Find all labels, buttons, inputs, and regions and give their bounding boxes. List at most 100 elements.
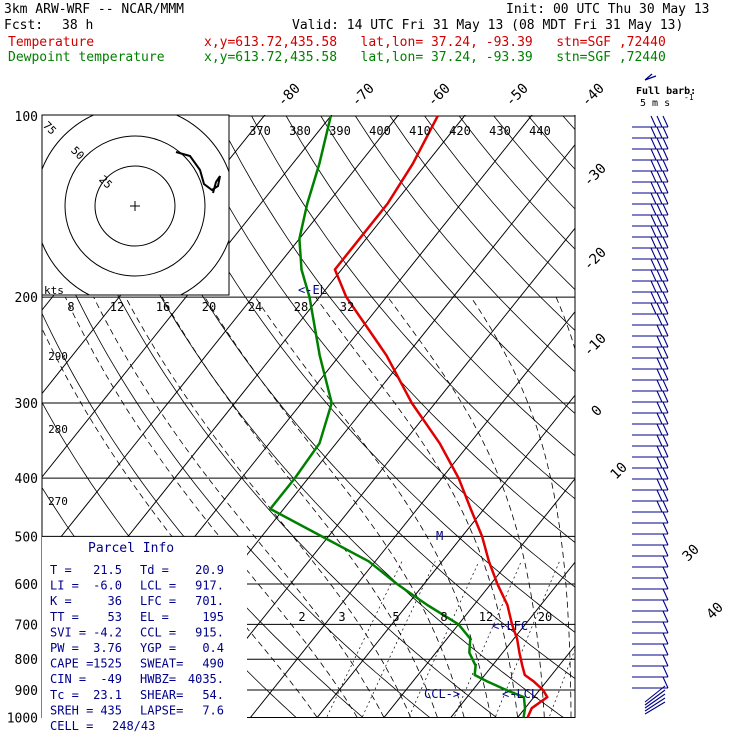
- isotherm-label: 30: [680, 542, 703, 565]
- pressure-tick-label: 800: [15, 653, 38, 668]
- pressure-tick-label: 400: [15, 472, 38, 487]
- wind-barb-flag: [656, 390, 663, 403]
- wind-barb-flag: [656, 412, 663, 425]
- isotherm-line: [641, 88, 740, 730]
- isotherm-label: 10: [608, 460, 631, 483]
- parcel-param-label: HWBZ=: [140, 672, 176, 686]
- dry-adiabat-line: [355, 115, 575, 373]
- pressure-tick-label: 300: [15, 397, 38, 412]
- pressure-tick-label: 1000: [7, 712, 38, 727]
- wind-barb-flag: [656, 357, 663, 370]
- wind-barb-low: [644, 697, 666, 712]
- wind-barb-flag: [650, 302, 657, 315]
- wind-barb: [632, 412, 669, 425]
- wind-barb-flag: [656, 192, 663, 205]
- wind-barb-flag: [656, 236, 663, 249]
- wind-barb-flag: [650, 236, 657, 249]
- wind-barb-flag: [662, 115, 669, 128]
- dry-adiabat-line: [42, 216, 432, 718]
- isotherm-label: -70: [349, 81, 378, 110]
- wind-barb-low: [644, 701, 666, 715]
- parcel-param-label: PW =: [50, 641, 79, 655]
- speed-tick-label: 16: [156, 300, 170, 314]
- dewpoint-location: x,y=613.72,435.58 lat,lon= 37.24, -93.39…: [204, 50, 666, 65]
- wind-barb: [632, 236, 669, 249]
- wind-barb-flag: [656, 269, 663, 282]
- isotherm-line: [182, 227, 575, 718]
- parcel-param-label: YGP =: [140, 641, 176, 655]
- isotherm-label: -20: [581, 245, 610, 274]
- wind-barb-flag: [656, 291, 663, 304]
- dry-adiabat-line: [528, 115, 575, 170]
- wind-barb-flag: [650, 148, 657, 161]
- wind-barb-flag: [650, 137, 657, 150]
- parcel-param-value: 54.: [202, 688, 224, 702]
- freezing-level-marker: M: [436, 529, 443, 543]
- parcel-param-label: CAPE =: [50, 657, 93, 671]
- wind-barb-flag: [662, 621, 669, 634]
- mixing-ratio-line: [548, 648, 575, 718]
- parcel-param-value: 701.: [195, 594, 224, 608]
- wind-barb: [632, 555, 669, 568]
- parcel-param-label: CIN =: [50, 672, 86, 686]
- dry-adiabat-line: [43, 115, 498, 718]
- moist-adiabat-line: [125, 296, 412, 718]
- wind-barb-flag: [656, 445, 663, 458]
- wind-barb-flag: [662, 258, 669, 271]
- parcel-param-label: K =: [50, 594, 72, 608]
- wind-barb: [632, 610, 669, 623]
- wind-barb: [632, 280, 669, 293]
- speed-tick-label: 8: [67, 300, 74, 314]
- wind-barb-flag: [662, 632, 669, 645]
- wind-barb-flag: [662, 654, 669, 667]
- wind-barb-flag: [650, 159, 657, 172]
- isotherm-line: [42, 115, 400, 562]
- wind-barb-flag: [656, 225, 663, 238]
- isotherm-label: 0: [589, 403, 606, 420]
- wind-key-value: 5 m s: [640, 98, 670, 109]
- dewpoint-trace: [269, 115, 527, 718]
- wind-barb: [632, 522, 669, 535]
- dry-adiabat-line: [598, 116, 740, 730]
- wind-barb-flag: [650, 225, 657, 238]
- wind-barb-flag: [662, 346, 669, 359]
- isotherm-label: -30: [581, 161, 610, 190]
- wind-barb: [632, 654, 669, 667]
- wind-barb-flag: [662, 170, 669, 183]
- wind-barb-flag: [662, 500, 669, 513]
- theta-e-label: 410: [409, 124, 431, 138]
- lfc-annotation: <-LFC: [492, 619, 528, 633]
- parcel-param-label: SREH =: [50, 703, 93, 717]
- wind-barb-flag: [662, 511, 669, 524]
- wind-barb-low: [644, 685, 666, 703]
- wind-barb: [632, 456, 669, 469]
- dry-adiabat-line: [632, 116, 740, 730]
- speed-tick-label: 20: [202, 300, 216, 314]
- wind-barb: [632, 599, 669, 612]
- wind-barb: [632, 533, 669, 546]
- wind-barb: [632, 181, 669, 194]
- wind-barb: [632, 478, 669, 491]
- parcel-param-value: 20.9: [195, 563, 224, 577]
- theta-e-label: 430: [489, 124, 511, 138]
- wind-barb-flag: [656, 181, 663, 194]
- mixing-ratio-line: [361, 561, 436, 718]
- parcel-param-value: 490: [202, 657, 224, 671]
- wind-barb-flag: [656, 313, 663, 326]
- wind-barb-flag: [662, 544, 669, 557]
- pressure-tick-label: 100: [15, 110, 38, 125]
- wind-barb-flag: [662, 588, 669, 601]
- wind-barb-flag: [662, 203, 669, 216]
- isotherm-line: [708, 88, 740, 730]
- mixing-ratio-line: [326, 561, 403, 718]
- wind-barb-flag: [662, 555, 669, 568]
- pressure-tick-label: 600: [15, 578, 38, 593]
- wind-barb-flag: [662, 423, 669, 436]
- wind-barb-flag: [662, 126, 669, 139]
- wind-barb-flag: [656, 434, 663, 447]
- wind-barb-flag: [656, 346, 663, 359]
- wind-barb-flag: [656, 489, 663, 502]
- dry-adiabat-line: [285, 115, 575, 457]
- wind-barb: [632, 500, 669, 513]
